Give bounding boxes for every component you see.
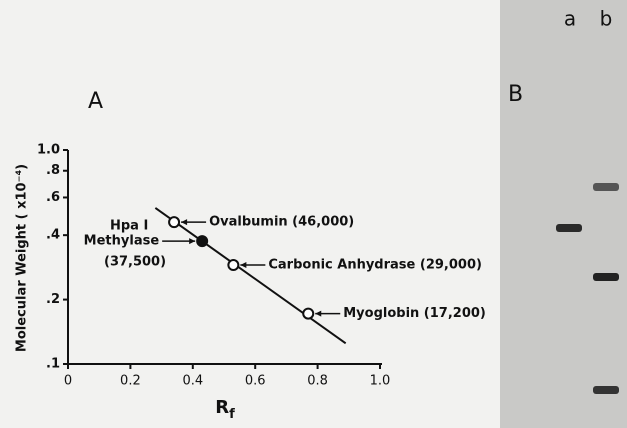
arrowhead [181,219,187,225]
panel-label: A [88,89,103,114]
point [197,236,207,246]
x-tick-label: 0 [64,374,72,389]
point [303,309,313,319]
point-label: Myoglobin (17,200) [343,306,486,321]
x-tick-label: 1.0 [370,374,391,389]
y-tick-label: 1.0 [37,143,60,158]
x-tick-label: 0.6 [245,374,266,389]
y-tick-label: .6 [46,190,60,205]
point-label: Methylase [84,234,160,249]
arrowhead [315,311,321,317]
figure: B a b A Molecular Weight ( x10⁻⁴) Rf Hpa… [0,0,627,428]
band [593,183,619,191]
y-tick-label: .2 [46,292,60,307]
x-tick-label: 0.2 [120,374,141,389]
point-label: Ovalbumin (46,000) [209,215,354,230]
y-tick-label: .1 [46,357,60,372]
arrowhead [240,262,246,268]
annotation: (37,500) [104,255,166,270]
gel [500,0,627,428]
band [593,273,619,281]
x-tick-label: 0.8 [307,374,328,389]
y-tick-label: .8 [46,163,60,178]
band [593,386,619,394]
annotation: Hpa I [110,219,148,234]
lane-label: a [564,7,576,31]
x-axis-label: Rf [215,397,235,422]
panel-label: B [508,82,523,107]
band [556,224,582,232]
y-axis-label: Molecular Weight ( x10⁻⁴) [15,164,30,352]
x-axis-label-sub: f [229,407,235,422]
y-tick-label: .4 [46,228,60,243]
x-tick-label: 0.4 [182,374,203,389]
point [228,260,238,270]
arrowhead [189,238,195,244]
lane-label: b [600,7,613,31]
x-axis-label-main: R [215,397,229,418]
point-label: Carbonic Anhydrase (29,000) [268,258,482,273]
point [169,217,179,227]
